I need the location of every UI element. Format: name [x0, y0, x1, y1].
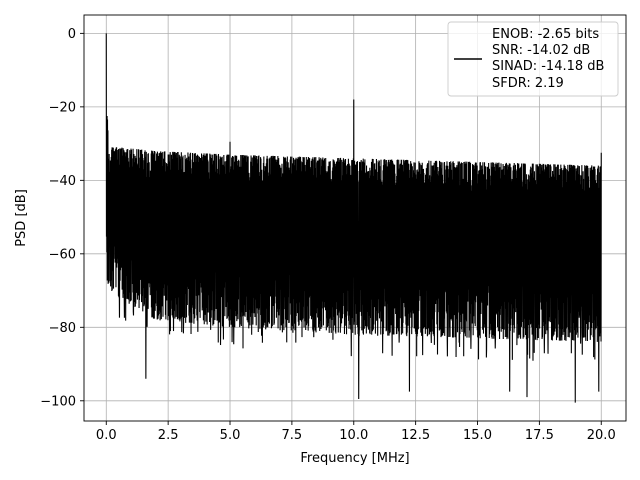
- series-line: [105, 33, 602, 403]
- x-tick-label: 5.0: [220, 428, 241, 443]
- x-tick-label: 7.5: [282, 428, 303, 443]
- x-axis-label: Frequency [MHz]: [300, 451, 409, 466]
- x-tick-label: 20.0: [587, 428, 616, 443]
- y-axis-label: PSD [dB]: [14, 189, 29, 247]
- x-tick-label: 12.5: [401, 428, 430, 443]
- legend-sfdr: SFDR: 2.19: [492, 76, 564, 91]
- x-tick-label: 15.0: [463, 428, 492, 443]
- y-tick-label: −80: [49, 321, 76, 336]
- legend-sinad: SINAD: -14.18 dB: [492, 59, 604, 74]
- x-tick-label: 17.5: [525, 428, 554, 443]
- legend: ENOB: -2.65 bits SNR: -14.02 dB SINAD: -…: [447, 21, 619, 97]
- x-tick-label: 0.0: [96, 428, 117, 443]
- legend-enob: ENOB: -2.65 bits: [492, 27, 599, 42]
- plot-frame: [83, 14, 627, 422]
- x-tick-label: 2.5: [158, 428, 179, 443]
- y-tick-label: −60: [49, 247, 76, 262]
- y-tick-label: −20: [49, 100, 76, 115]
- series-psd: [105, 33, 602, 403]
- x-tick-label: 10.0: [339, 428, 368, 443]
- legend-box: [447, 21, 619, 97]
- legend-snr: SNR: -14.02 dB: [492, 43, 590, 58]
- y-tick-label: 0: [68, 27, 76, 42]
- axis-ticks: 0.0 2.5 5.0 7.5 10.0 12.5 15.0 17.5 20.0 0 −20 −40 −…: [40, 27, 615, 443]
- y-tick-label: −40: [49, 174, 76, 189]
- y-tick-label: −100: [40, 394, 76, 409]
